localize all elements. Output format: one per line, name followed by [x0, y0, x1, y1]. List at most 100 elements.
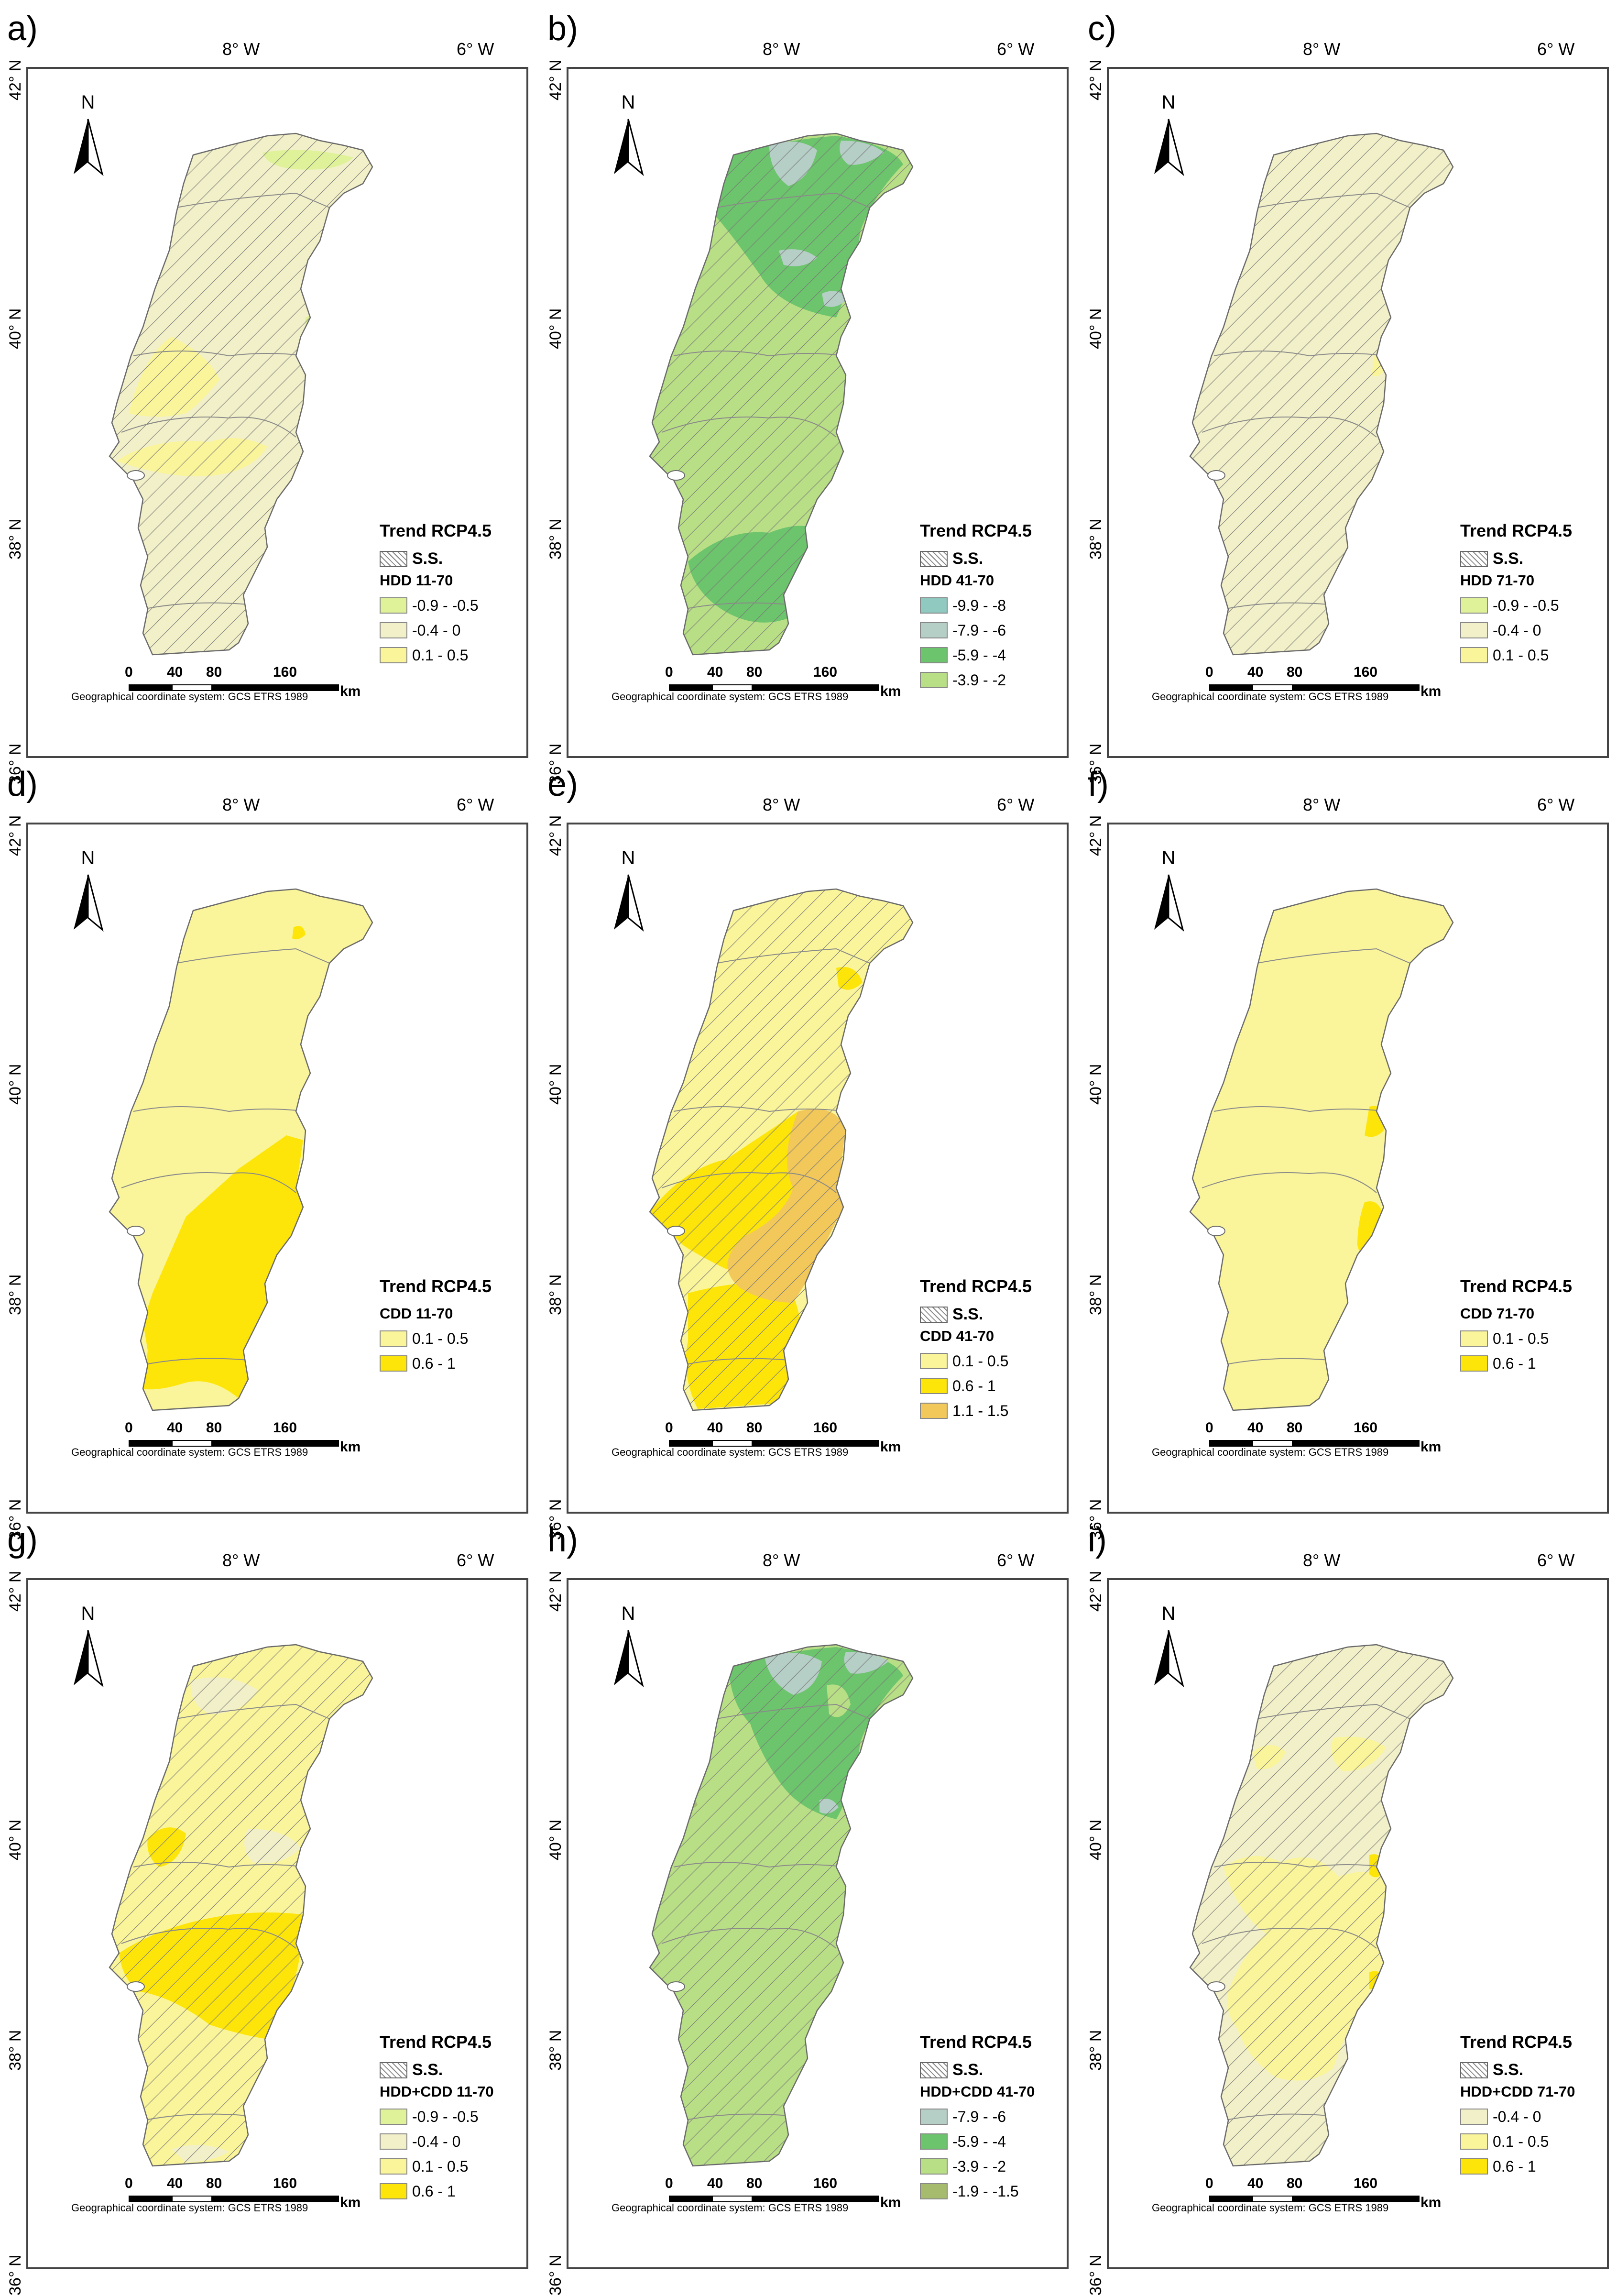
legend-class: 0.1 - 0.5 — [1460, 2129, 1604, 2154]
scale-bar: 0 40 80 160 km — [1205, 1420, 1458, 1463]
map-frame: N Trend RCP4.5 S.S. HDD 11-70 -0.9 - -0.5 -0.… — [26, 67, 528, 758]
latitude-label: 40° N — [546, 308, 565, 349]
scale-number: 0 — [665, 1420, 673, 1436]
legend-class: 0.6 - 1 — [380, 1351, 523, 1376]
map-panel: i) 8° W 6° W 42° N 40° N 38° N 36° N N Trend RCP… — [1087, 1521, 1614, 2296]
coordinate-system-note: Geographical coordinate system: GCS ETRS… — [1152, 2202, 1389, 2214]
legend-class: -0.9 - -0.5 — [380, 593, 523, 618]
hatch-swatch — [380, 550, 407, 567]
legend-swatch — [920, 597, 948, 614]
scale-number: 0 — [1205, 2175, 1213, 2191]
map-panel: a) 8° W 6° W 42° N 40° N 38° N 36° N N Trend RCP… — [6, 10, 533, 784]
legend-title: Trend RCP4.5 — [380, 1276, 492, 1296]
legend-class-label: -1.9 - -1.5 — [952, 2182, 1019, 2200]
longitude-label: 6° W — [457, 795, 494, 814]
legend-class-label: -7.9 - -6 — [952, 2108, 1006, 2125]
portugal-map — [649, 132, 914, 656]
scale-number: 160 — [813, 664, 838, 680]
estuary — [1207, 1981, 1225, 1992]
latitude-label: 36° N — [6, 2254, 24, 2296]
scale-number: 40 — [707, 2175, 723, 2191]
longitude-label: 8° W — [763, 795, 800, 814]
legend-class: 0.1 - 0.5 — [1460, 1326, 1604, 1351]
legend-swatch — [920, 2158, 948, 2175]
legend-variable: CDD 11-70 — [380, 1305, 453, 1322]
hatch-swatch — [920, 550, 948, 567]
scale-bar: 0 40 80 160 km — [125, 1420, 377, 1463]
scale-number: 80 — [1287, 2175, 1303, 2191]
portugal-map — [649, 888, 914, 1411]
scale-unit: km — [880, 2195, 901, 2210]
coordinate-system-note: Geographical coordinate system: GCS ETRS… — [612, 2202, 849, 2214]
panel-letter: h) — [547, 1521, 579, 1559]
map-frame: N Trend RCP4.5 CDD 11-70 0.1 - 0.5 0.6 - 1 0 4… — [26, 823, 528, 1514]
panel-letter: g) — [7, 1521, 38, 1559]
legend-title: Trend RCP4.5 — [920, 521, 1032, 540]
scale-unit: km — [1420, 683, 1442, 699]
legend-class-label: 0.1 - 0.5 — [412, 2157, 469, 2175]
scale-segment — [1252, 2196, 1293, 2202]
country-outline — [109, 132, 373, 656]
map-panel: h) 8° W 6° W 42° N 40° N 38° N 36° N N Trend RCP… — [546, 1521, 1073, 2296]
legend-class: -7.9 - -6 — [920, 2104, 1063, 2129]
scale-number: 40 — [167, 664, 183, 680]
legend: Trend RCP4.5 S.S. CDD 41-70 0.1 - 0.5 0.6 - … — [920, 1276, 1063, 1423]
legend-class-label: -9.9 - -8 — [952, 596, 1006, 614]
north-arrow-icon: N — [607, 841, 650, 942]
scale-segment — [1252, 1440, 1293, 1447]
legend: Trend RCP4.5 S.S. HDD+CDD 71-70 -0.4 - 0 0.1… — [1460, 2032, 1604, 2179]
scale-segment — [1293, 684, 1420, 691]
scale-segment — [1293, 2196, 1420, 2202]
legend-swatch — [1460, 647, 1488, 663]
scale-segment — [712, 2196, 753, 2202]
latitude-label: 40° N — [1087, 308, 1105, 349]
scale-number: 160 — [273, 664, 297, 680]
north-arrow-icon: N — [1147, 86, 1190, 186]
legend-class-label: 0.1 - 0.5 — [412, 1329, 469, 1347]
map-frame: N Trend RCP4.5 S.S. HDD+CDD 11-70 -0.9 - -0.… — [26, 1578, 528, 2269]
scale-number: 80 — [746, 664, 763, 680]
coordinate-system-note: Geographical coordinate system: GCS ETRS… — [612, 1446, 849, 1458]
legend-swatch — [380, 597, 407, 614]
portugal-map — [109, 888, 373, 1411]
longitude-label: 8° W — [1303, 39, 1341, 59]
portugal-map — [649, 1644, 914, 2167]
legend-class-label: -3.9 - -2 — [952, 671, 1006, 689]
latitude-label: 40° N — [6, 1064, 24, 1105]
region-boundaries — [1202, 192, 1410, 610]
legend: Trend RCP4.5 S.S. HDD+CDD 11-70 -0.9 - -0.5… — [380, 2032, 523, 2204]
significance-hatching — [650, 133, 913, 655]
trend-class-region — [143, 1135, 303, 1398]
scale-unit: km — [880, 683, 901, 699]
legend-class: 0.6 - 1 — [1460, 2154, 1604, 2179]
legend-title: Trend RCP4.5 — [1460, 2032, 1573, 2052]
latitude-label: 42° N — [546, 1571, 565, 1612]
legend-variable: CDD 41-70 — [920, 1328, 994, 1344]
legend-swatch — [380, 2158, 407, 2175]
estuary — [127, 1981, 145, 1992]
legend-variable: HDD 41-70 — [920, 572, 994, 589]
legend-variable: HDD 71-70 — [1460, 572, 1535, 589]
ss-label: S.S. — [412, 2061, 443, 2079]
legend-variable: HDD 11-70 — [380, 572, 453, 589]
legend-class-label: -0.4 - 0 — [1493, 2108, 1541, 2125]
scale-number: 0 — [665, 664, 673, 680]
legend-class: -0.4 - 0 — [380, 618, 523, 643]
north-label: N — [622, 92, 635, 113]
longitude-label: 6° W — [457, 1550, 494, 1570]
scale-segment — [669, 2196, 712, 2202]
legend-class-label: 0.1 - 0.5 — [412, 646, 469, 664]
estuary — [667, 1981, 685, 1992]
country-outline — [649, 132, 914, 656]
country-fill — [1190, 889, 1453, 1410]
legend-class-label: 1.1 - 1.5 — [952, 1402, 1009, 1419]
map-frame: N Trend RCP4.5 S.S. CDD 41-70 0.1 - 0.5 0.6 -… — [567, 823, 1069, 1514]
significance-hatching — [1190, 1645, 1453, 2166]
coordinate-system-note: Geographical coordinate system: GCS ETRS… — [71, 1446, 308, 1458]
longitude-label: 8° W — [763, 1550, 800, 1570]
legend-class: 0.6 - 1 — [920, 1373, 1063, 1398]
country-outline — [109, 888, 373, 1411]
map-panel: g) 8° W 6° W 42° N 40° N 38° N 36° N N Trend RCP… — [6, 1521, 533, 2296]
portugal-map — [1189, 888, 1454, 1411]
significance-hatching — [650, 889, 913, 1410]
